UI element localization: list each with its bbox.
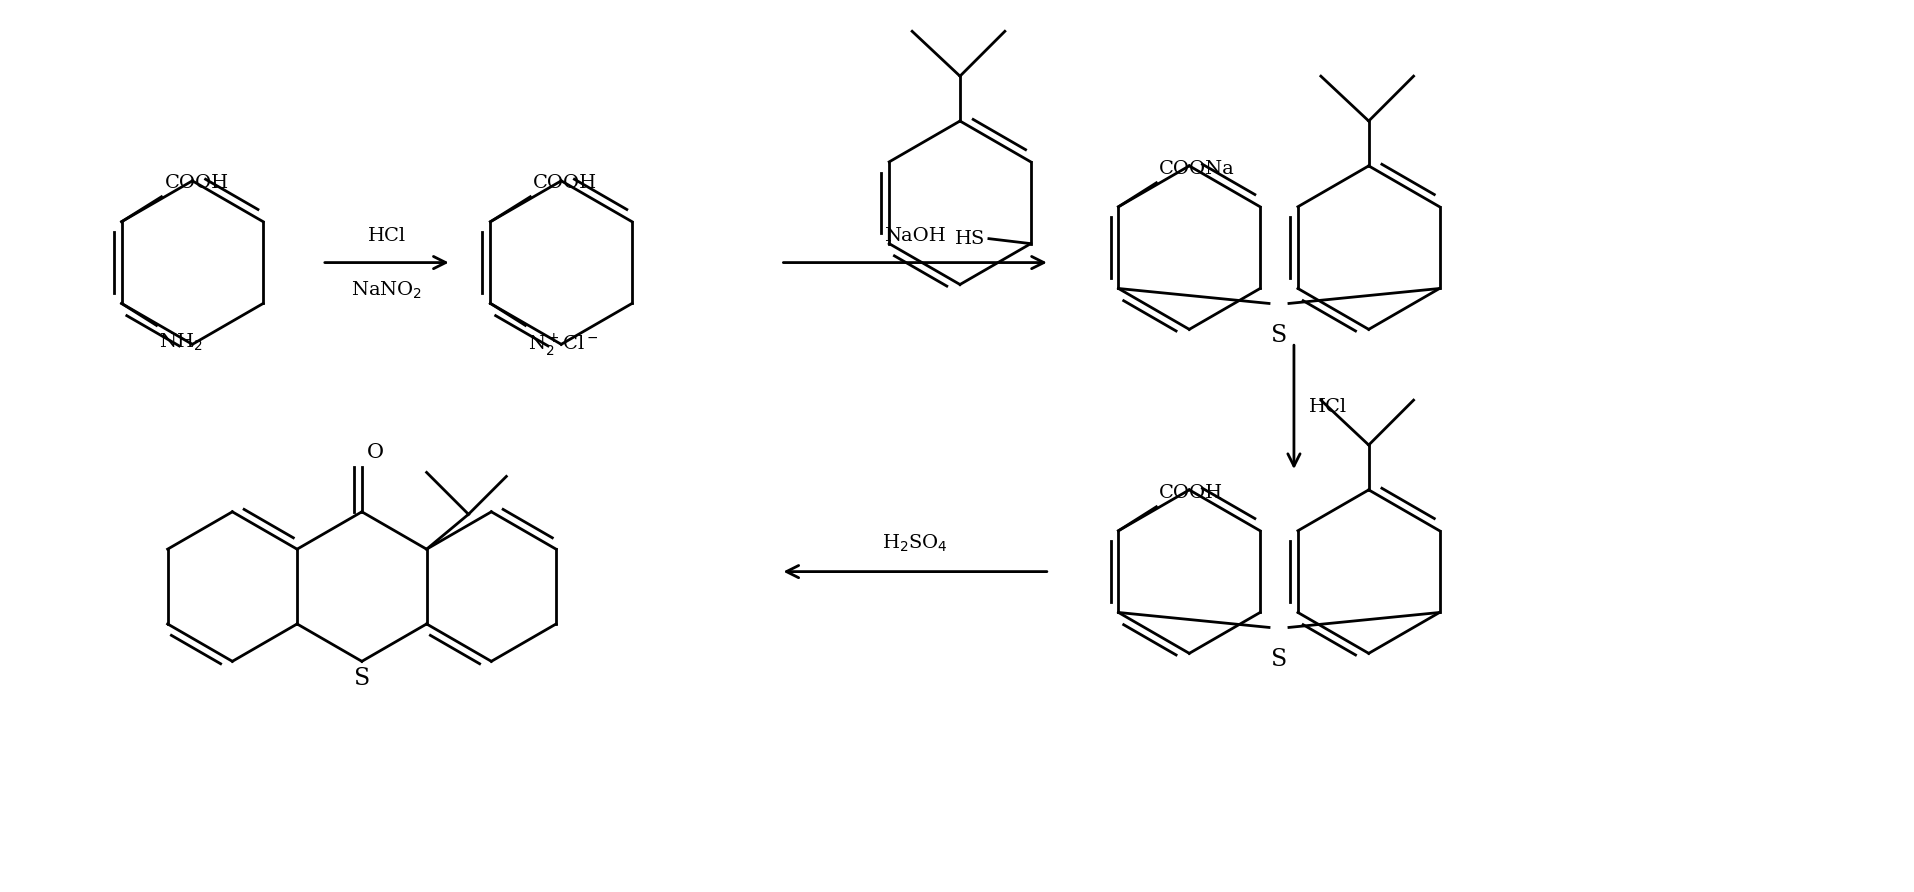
Text: COOH: COOH: [1158, 483, 1223, 502]
Text: COOH: COOH: [165, 174, 228, 192]
Text: H$_2$SO$_4$: H$_2$SO$_4$: [882, 533, 947, 554]
Text: HCl: HCl: [367, 227, 406, 244]
Text: NH$_2$: NH$_2$: [159, 331, 203, 352]
Text: HCl: HCl: [1307, 398, 1346, 417]
Text: NaNO$_2$: NaNO$_2$: [350, 279, 423, 301]
Text: S: S: [1271, 648, 1286, 672]
Text: O: O: [367, 443, 383, 462]
Text: HS: HS: [955, 229, 984, 248]
Text: S: S: [1271, 325, 1286, 347]
Text: COONa: COONa: [1158, 160, 1235, 178]
Text: NaOH: NaOH: [884, 227, 946, 244]
Text: COOH: COOH: [532, 174, 597, 192]
Text: N$_2^+$Cl$^-$: N$_2^+$Cl$^-$: [528, 331, 599, 359]
Text: S: S: [354, 667, 369, 690]
